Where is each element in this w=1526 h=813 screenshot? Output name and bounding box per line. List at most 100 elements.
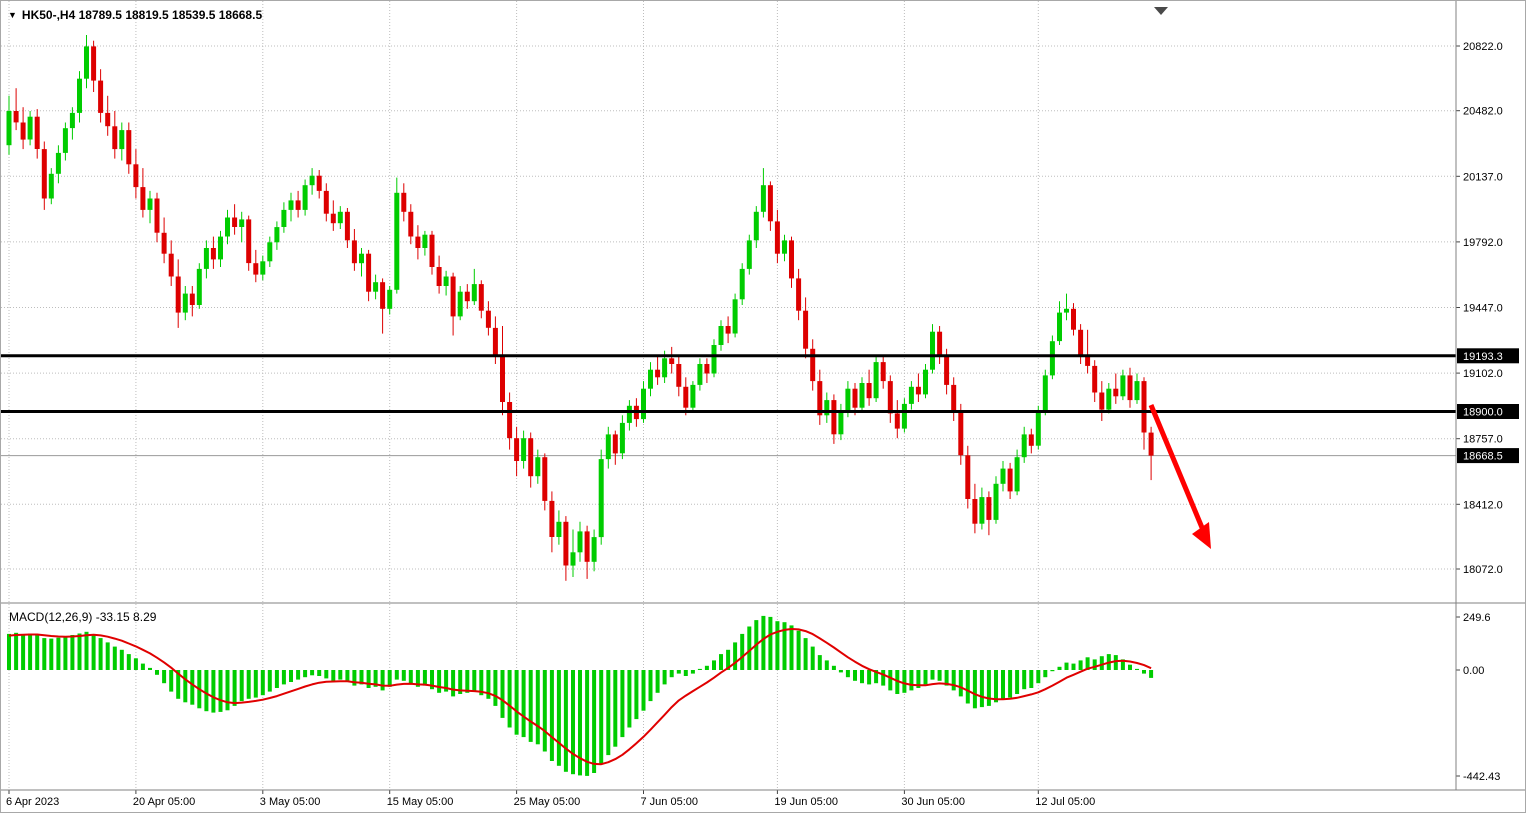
macd-histogram-bar xyxy=(303,670,308,678)
macd-histogram-bar xyxy=(63,636,68,670)
candle-body xyxy=(1106,388,1112,410)
candle-body xyxy=(323,190,329,214)
candle-body xyxy=(1000,468,1006,484)
time-axis-label: 25 May 05:00 xyxy=(514,796,581,808)
macd-histogram-bar xyxy=(1135,668,1139,670)
macd-histogram-bar xyxy=(733,642,738,670)
macd-histogram-bar xyxy=(1120,659,1125,670)
candle-body xyxy=(683,386,689,408)
candle-body xyxy=(105,112,111,127)
candle-body xyxy=(119,130,125,150)
time-axis-label: 7 Jun 05:00 xyxy=(641,796,699,808)
candle-body xyxy=(351,240,357,264)
sell-arrow-shaft[interactable] xyxy=(1148,404,1206,531)
candle-body xyxy=(979,497,985,524)
candle-body xyxy=(542,457,548,501)
candle-body xyxy=(1035,411,1041,446)
candle-body xyxy=(1078,329,1084,357)
candle-body xyxy=(908,386,914,404)
chart-header: ▼ HK50-,H4 18789.5 18819.5 18539.5 18668… xyxy=(8,8,262,22)
candle-body xyxy=(993,483,999,520)
macd-histogram-bar xyxy=(317,670,322,676)
price-axis-label: 20482.0 xyxy=(1463,106,1503,118)
candle-body xyxy=(514,438,520,461)
macd-histogram-bar xyxy=(923,670,928,685)
candle-body xyxy=(704,364,710,374)
candle-body xyxy=(690,384,696,408)
level-price-tag xyxy=(1457,348,1519,364)
macd-histogram-bar xyxy=(916,670,921,688)
collapse-triangle-icon[interactable]: ▼ xyxy=(8,9,17,20)
macd-histogram-bar xyxy=(183,670,188,703)
macd-signal-line xyxy=(8,628,1152,766)
candle-body xyxy=(485,310,491,328)
macd-histogram-bar xyxy=(930,670,935,680)
macd-histogram-bar xyxy=(909,670,914,691)
price-axis-label: 19792.0 xyxy=(1463,237,1503,249)
candle-body xyxy=(1141,381,1147,433)
candle-body xyxy=(732,299,738,334)
candle-body xyxy=(669,358,675,364)
candle-body xyxy=(852,388,858,408)
candle-body xyxy=(1085,356,1091,366)
candle-body xyxy=(48,173,54,199)
macd-histogram-bar xyxy=(98,638,103,670)
macd-histogram-bar xyxy=(105,642,110,670)
macd-histogram-bar xyxy=(77,633,82,670)
macd-histogram-bar xyxy=(817,655,822,670)
macd-histogram-bar xyxy=(260,670,265,696)
macd-histogram-bar xyxy=(458,670,463,694)
macd-histogram-bar xyxy=(1099,656,1104,670)
macd-histogram-bar xyxy=(542,670,547,752)
candle-body xyxy=(662,358,668,378)
macd-histogram-bar xyxy=(84,631,89,670)
candle-body xyxy=(535,457,541,477)
candle-body xyxy=(218,236,223,260)
candle-body xyxy=(41,149,47,199)
candle-body xyxy=(739,268,745,300)
macd-histogram-bar xyxy=(979,670,984,708)
chart-shift-marker-icon[interactable] xyxy=(1154,7,1168,15)
macd-histogram-bar xyxy=(394,670,399,680)
macd-histogram-bar xyxy=(578,670,582,776)
candle-body xyxy=(147,198,153,210)
candle-body xyxy=(1092,365,1098,393)
candle-body xyxy=(394,192,400,290)
candle-body xyxy=(161,232,167,254)
macd-histogram-bar xyxy=(592,670,597,773)
candle-body xyxy=(13,111,19,123)
macd-histogram-bar xyxy=(761,615,766,670)
candle-body xyxy=(845,388,851,412)
candle-body xyxy=(746,240,752,269)
time-axis-label: 15 May 05:00 xyxy=(387,796,454,808)
macd-histogram-bar xyxy=(42,638,47,670)
macd-histogram-bar xyxy=(70,635,75,670)
level-price-tag-label: 18900.0 xyxy=(1463,407,1503,419)
candle-body xyxy=(782,240,787,254)
macd-histogram-bar xyxy=(486,670,491,699)
macd-histogram-bar xyxy=(1085,657,1090,670)
macd-histogram-bar xyxy=(28,633,33,670)
macd-histogram-bar xyxy=(1022,670,1027,690)
macd-histogram-bar xyxy=(267,670,272,692)
candle-body xyxy=(641,388,646,420)
candle-body xyxy=(803,310,809,349)
macd-histogram-bar xyxy=(867,670,872,685)
macd-histogram-bar xyxy=(133,658,138,670)
sell-arrow-head[interactable] xyxy=(1192,522,1211,549)
candle-body xyxy=(570,552,576,566)
candle-body xyxy=(528,438,534,477)
macd-histogram-bar xyxy=(535,670,540,745)
candle-body xyxy=(930,331,935,370)
macd-histogram-bar xyxy=(49,638,54,670)
candle-body xyxy=(901,403,907,429)
candle-body xyxy=(62,128,68,153)
candle-body xyxy=(210,248,216,260)
macd-histogram-bar xyxy=(634,670,639,720)
candle-body xyxy=(359,253,364,264)
candle-body xyxy=(760,185,766,212)
price-axis-label: 20822.0 xyxy=(1463,41,1503,53)
candle-body xyxy=(450,276,456,317)
chart-title: HK50-,H4 18789.5 18819.5 18539.5 18668.5 xyxy=(21,8,263,22)
